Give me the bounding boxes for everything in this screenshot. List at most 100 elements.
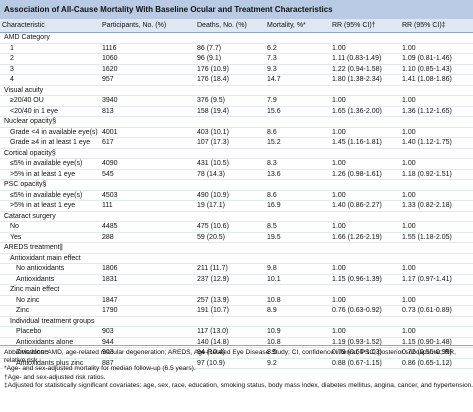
row-label: Zinc	[16, 307, 30, 314]
cell: 8.6	[267, 191, 277, 199]
cell: 1.65 (1.36-2.00)	[332, 107, 382, 115]
cell: 1831	[102, 275, 118, 283]
table: Characteristic Participants, No. (%) Death…	[0, 19, 473, 369]
row-label: Grade ≥4 in at least 1 eye	[10, 139, 91, 146]
column-header: Mortality, %*	[265, 19, 330, 33]
section-title: Antioxidant main effect	[10, 254, 81, 262]
cell: 211 (11.7)	[197, 265, 228, 272]
cell: 191 (10.7)	[197, 307, 229, 314]
section-row: AREDS treatment∥	[0, 243, 473, 253]
cell: 1116	[102, 44, 117, 52]
footnotes: Abbreviations: AMD, age-related macular …	[0, 345, 473, 390]
cell: 903	[102, 328, 114, 335]
cell: 1.15 (0.90-1.48)	[402, 338, 452, 346]
cell: 0.73 (0.61-0.89)	[402, 307, 452, 314]
cell: 13.6	[267, 170, 281, 178]
cell: 957	[102, 76, 114, 83]
cell: 10.8	[267, 338, 281, 346]
data-row: No zinc 1847 257 (13.9) 10.8 1.00 1.00	[0, 295, 473, 306]
cell: 9.8	[267, 265, 277, 272]
cell: 813	[102, 107, 114, 115]
data-row: >5% in at least 1 eye 111 19 (17.1) 16.9 1.4…	[0, 201, 473, 211]
row-label: Placebo	[16, 328, 42, 335]
section-title: Zinc main effect	[10, 286, 60, 293]
cell: 237 (12.9)	[197, 275, 229, 283]
cell: 1.00	[332, 328, 346, 335]
cell: 140 (14.8)	[197, 338, 229, 346]
row-label: Yes	[10, 233, 22, 241]
cell: 1.00	[402, 44, 416, 52]
cell: 1.33 (0.82-2.18)	[402, 202, 452, 209]
cell: 431 (10.5)	[197, 160, 229, 167]
cell: 9.3	[267, 65, 277, 73]
section-row: Nuclear opacity§	[0, 117, 473, 127]
cell: 0.76 (0.63-0.92)	[332, 307, 382, 314]
cell: 257 (13.9)	[197, 296, 229, 304]
cell: 176 (18.4)	[197, 76, 229, 83]
row-label: Antioxidants	[16, 275, 55, 283]
cell: 1.36 (1.12-1.65)	[402, 107, 452, 115]
data-row: Antioxidants alone 944 140 (14.8) 10.8 1.19 …	[0, 337, 473, 348]
data-row: <20/40 in 1 eye 813 158 (19.4) 15.6 1.65 (1.…	[0, 106, 473, 117]
cell: 8.6	[267, 128, 277, 136]
column-header: Characteristic	[0, 19, 100, 33]
cell: 8.5	[267, 223, 277, 230]
cell: 403 (10.1)	[197, 128, 229, 136]
cell: 10.9	[267, 328, 281, 335]
cell: 1620	[102, 65, 118, 73]
column-header: RR (95% CI)‡	[400, 19, 473, 33]
cell: 490 (10.9)	[197, 191, 229, 199]
cell: 1806	[102, 265, 118, 272]
cell: 1.45 (1.16-1.81)	[332, 139, 382, 146]
cell: 288	[102, 233, 114, 241]
data-row: ≤5% in available eye(s) 4090 431 (10.5) 8.3…	[0, 159, 473, 169]
cell: 903	[102, 349, 114, 356]
cell: 944	[102, 338, 114, 346]
row-label: >5% in at least 1 eye	[10, 202, 76, 209]
section-title: Visual acuity	[4, 86, 44, 94]
row-label: No zinc	[16, 296, 40, 304]
data-row: 4 957 176 (18.4) 14.7 1.80 (1.38-2.34) 1.41 (…	[0, 75, 473, 85]
cell: 617	[102, 139, 114, 146]
cell: 475 (10.6)	[197, 223, 229, 230]
section-row: Antioxidant main effect	[0, 253, 473, 264]
cell: 1.00	[402, 223, 416, 230]
cell: 1.00	[402, 296, 416, 304]
footnote: †Age- and sex-adjusted risk ratios.	[4, 373, 106, 381]
cell: 1.22 (0.94-1.58)	[332, 65, 382, 73]
section-title: Cataract surgery	[4, 212, 56, 220]
cell: 1.66 (1.26-2.19)	[332, 233, 382, 241]
row-label: >5% in at least 1 eye	[10, 170, 76, 178]
cell: 0.79 (0.60-1.03)	[332, 349, 382, 356]
section-row: Cataract surgery	[0, 211, 473, 222]
cell: 1790	[102, 307, 118, 314]
cell: 8.3	[267, 160, 277, 167]
cell: 10.1	[267, 275, 281, 283]
cell: 14.7	[267, 76, 281, 83]
cell: 19.5	[267, 233, 281, 241]
cell: 117 (13.0)	[197, 328, 229, 335]
row-label: ≤5% in available eye(s)	[10, 160, 83, 167]
cell: 9.2	[267, 359, 277, 367]
footnote: Abbreviations: AMD, age-related macular …	[4, 349, 456, 365]
cell: 1.55 (1.18-2.05)	[402, 233, 452, 241]
cell: 8.9	[267, 307, 277, 314]
cell: 1.00	[332, 296, 346, 304]
cell: 545	[102, 170, 114, 178]
section-row: Cortical opacity§	[0, 148, 473, 159]
column-header: Deaths, No. (%)	[195, 19, 265, 33]
section-title: AMD Category	[4, 34, 50, 41]
cell: 86 (7.7)	[197, 44, 222, 52]
row-label: Grade <4 in available eye(s)	[10, 128, 98, 136]
cell: 1.00	[332, 223, 346, 230]
cell: 94 (10.4)	[197, 349, 226, 356]
cell: 16.9	[267, 202, 281, 209]
row-label: 4	[10, 76, 14, 83]
cell: 1.17 (0.97-1.41)	[402, 275, 452, 283]
section-title: PSC opacity§	[4, 181, 47, 188]
row-label: 1	[10, 44, 14, 52]
cell: 376 (9.5)	[197, 97, 226, 104]
section-title: Nuclear opacity§	[4, 118, 57, 125]
cell: 15.6	[267, 107, 281, 115]
cell: 1060	[102, 55, 118, 62]
